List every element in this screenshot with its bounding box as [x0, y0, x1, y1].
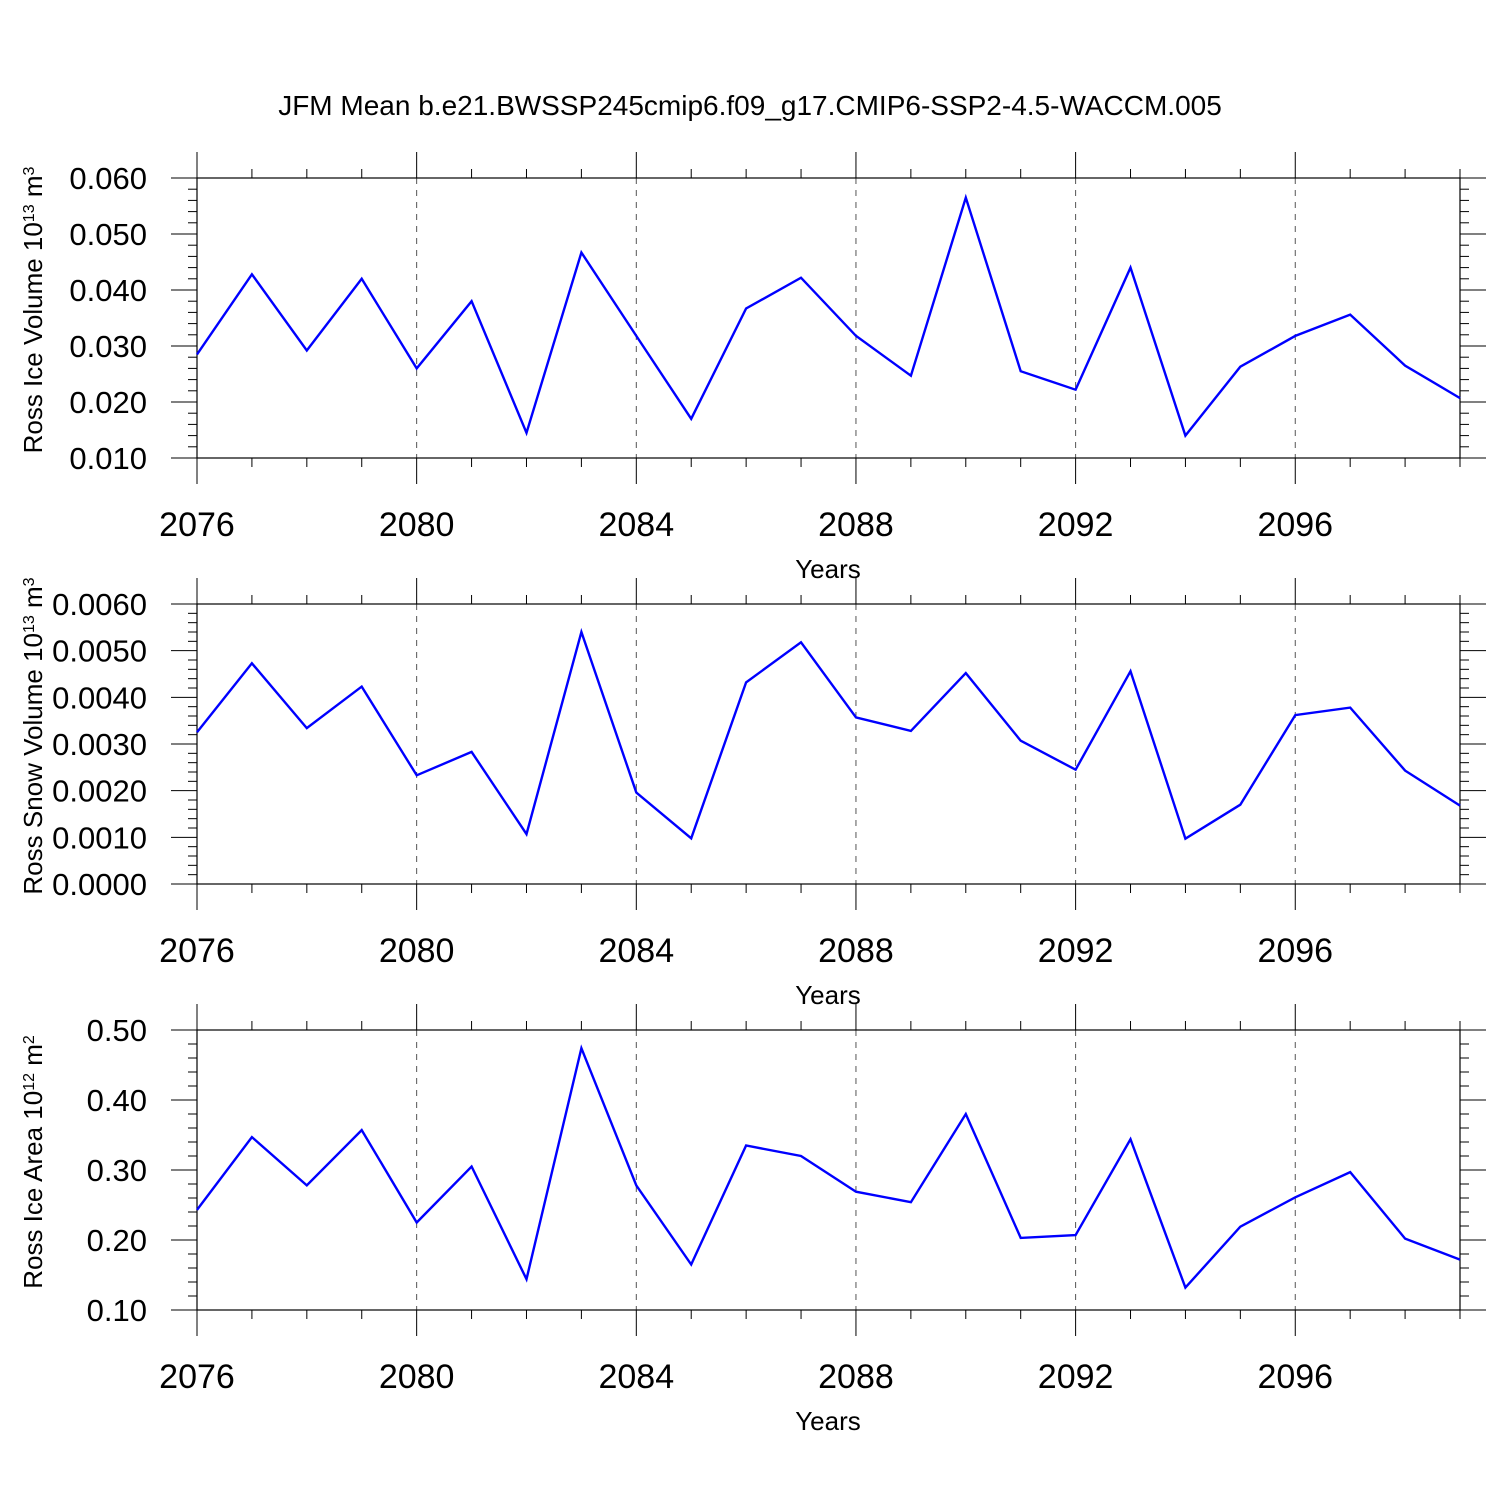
- x-tick-label: 2084: [598, 1358, 674, 1396]
- y-tick-label: 0.0050: [52, 634, 147, 669]
- plot-frame: [196, 177, 1461, 459]
- x-axis-label: Years: [795, 980, 861, 1010]
- y-axis-label-text: Ross Ice Area 10: [18, 1091, 48, 1289]
- x-tick-label: 2080: [379, 932, 455, 970]
- y-axis-label-text: m: [18, 586, 48, 615]
- x-axis-label: Years: [795, 554, 861, 584]
- x-tick-label: 2084: [598, 932, 674, 970]
- y-axis-label-superscript: 2: [21, 1035, 38, 1044]
- y-tick-label: 0.0060: [52, 587, 147, 622]
- y-axis-label-text: Ross Ice Volume 10: [18, 222, 48, 453]
- y-tick-label: 0.20: [87, 1223, 147, 1258]
- x-tick-label: 2096: [1257, 506, 1333, 544]
- series-line: [196, 1044, 1461, 1290]
- panel-3: 2076 2080 2084 2088 2092 2096 0.10 0.20 0.30 0.40…: [18, 1004, 1486, 1436]
- y-tick-label: 0.0040: [52, 680, 147, 715]
- y-axis-label: Ross Ice Volume 1013 m3: [18, 166, 48, 453]
- x-tick-label: 2076: [159, 932, 235, 970]
- x-tick-label: 2088: [818, 506, 894, 544]
- y-tick-label: 0.40: [87, 1083, 147, 1118]
- y-axis-label: Ross Ice Area 1012 m2: [18, 1035, 48, 1289]
- series-line: [196, 193, 1461, 439]
- y-tick-label: 0.040: [69, 273, 147, 308]
- y-tick-label: 0.50: [87, 1013, 147, 1048]
- y-axis-label-superscript: 12: [21, 1073, 38, 1091]
- x-tick-label: 2088: [818, 932, 894, 970]
- y-axis-label-text: m: [18, 175, 48, 204]
- y-tick-label: 0.010: [69, 441, 147, 476]
- panel-2: 2076 2080 2084 2088 2092 2096 0.0000 0.0010 0.00…: [18, 577, 1486, 1010]
- y-tick-label: 0.050: [69, 217, 147, 252]
- y-tick-label: 0.0010: [52, 820, 147, 855]
- x-tick-label: 2088: [818, 1358, 894, 1396]
- y-tick-label: 0.020: [69, 385, 147, 420]
- y-axis-label-superscript: 13: [21, 615, 38, 633]
- x-tick-label: 2084: [598, 506, 674, 544]
- y-tick-label: 0.0020: [52, 774, 147, 809]
- x-tick-label: 2092: [1038, 932, 1114, 970]
- y-axis-label: Ross Snow Volume 1013 m3: [18, 577, 48, 894]
- y-axis-label-text: Ross Snow Volume 10: [18, 633, 48, 895]
- x-tick-label: 2096: [1257, 1358, 1333, 1396]
- panels: 2076 2080 2084 2088 2092 2096 0.010 0.020 0.030 0…: [18, 152, 1486, 1436]
- y-tick-label: 0.0030: [52, 727, 147, 762]
- x-tick-label: 2092: [1038, 506, 1114, 544]
- y-axis-label-superscript: 13: [21, 204, 38, 222]
- x-tick-label: 2080: [379, 506, 455, 544]
- y-axis-label-superscript: 3: [21, 166, 38, 175]
- x-tick-label: 2080: [379, 1358, 455, 1396]
- x-tick-label: 2076: [159, 506, 235, 544]
- y-axis-label-superscript: 3: [21, 577, 38, 586]
- y-tick-label: 0.060: [69, 161, 147, 196]
- x-tick-label: 2096: [1257, 932, 1333, 970]
- y-axis-label-text: m: [18, 1044, 48, 1073]
- y-tick-label: 0.030: [69, 329, 147, 364]
- plot-frame: [196, 603, 1461, 885]
- x-tick-label: 2076: [159, 1358, 235, 1396]
- y-tick-label: 0.0000: [52, 867, 147, 902]
- x-tick-label: 2092: [1038, 1358, 1114, 1396]
- panel-1: 2076 2080 2084 2088 2092 2096 0.010 0.020 0.030 0…: [18, 152, 1486, 584]
- series-line: [196, 627, 1461, 841]
- chart-title: JFM Mean b.e21.BWSSP245cmip6.f09_g17.CMI…: [278, 90, 1222, 121]
- y-tick-label: 0.30: [87, 1153, 147, 1188]
- y-tick-label: 0.10: [87, 1293, 147, 1328]
- x-axis-label: Years: [795, 1406, 861, 1436]
